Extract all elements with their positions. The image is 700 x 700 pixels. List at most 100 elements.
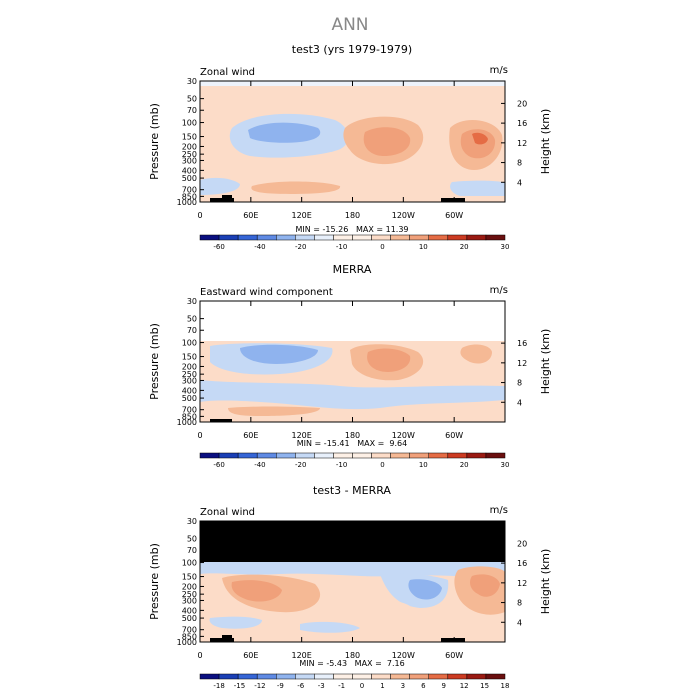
colorbar-segment	[218, 234, 239, 241]
contour-neg-light	[200, 177, 240, 195]
height-tick-label: 16	[517, 559, 527, 568]
contour-pos	[251, 181, 341, 194]
colorbar-label: -18	[213, 682, 224, 690]
y-axis-label-right: Height (km)	[539, 109, 552, 175]
colorbar-segment	[447, 452, 468, 459]
y-tick-label: 500	[182, 394, 197, 403]
colorbar-label: 30	[501, 461, 510, 469]
colorbar-label: -9	[277, 682, 284, 690]
contour-neg	[248, 122, 321, 143]
colorbar-segment	[237, 234, 258, 241]
contour-pos	[460, 344, 492, 364]
colorbar-segment	[485, 673, 506, 680]
contour-neg-light	[200, 562, 505, 577]
colorbar-segment	[256, 452, 277, 459]
y-tick-label: 150	[182, 133, 197, 142]
topography-mask	[441, 638, 465, 642]
x-tick-label: 120E	[292, 431, 312, 440]
y-axis-label-right: Height (km)	[539, 549, 552, 615]
panel-corner-right: m/s	[490, 505, 508, 516]
y-tick-label: 250	[182, 150, 197, 159]
colorbar-label: -6	[297, 682, 305, 690]
colorbar-segment	[409, 452, 429, 459]
contour-pos	[228, 406, 320, 416]
contour-pos-strong	[363, 127, 411, 156]
colorbar-segment	[237, 673, 258, 680]
colorbar-segment	[409, 234, 429, 241]
colorbar-segment	[390, 452, 410, 459]
panel-corner-left: Zonal wind	[200, 507, 255, 518]
stats-line: MIN = -5.43 MAX = 7.16	[299, 659, 404, 668]
contour-field	[200, 521, 505, 642]
y-tick-label: 850	[182, 412, 197, 421]
y-tick-label: 70	[187, 546, 197, 555]
y-tick-label: 100	[182, 559, 197, 568]
topography-mask	[441, 198, 465, 202]
topography-mask	[222, 635, 232, 642]
colorbar-segment	[466, 673, 487, 680]
colorbar-segment	[333, 673, 353, 680]
colorbar-segment	[218, 452, 239, 459]
height-tick-label: 16	[517, 119, 527, 128]
height-tick-label: 8	[517, 379, 522, 388]
y-tick-label: 70	[187, 106, 197, 115]
colorbar-segment	[352, 234, 372, 241]
colorbar-segment	[428, 452, 449, 459]
colorbar-label: -40	[254, 461, 265, 469]
colorbar-segment	[371, 234, 391, 241]
colorbar-label: 15	[480, 682, 489, 690]
contour-neg	[240, 344, 318, 364]
y-axis-label: Pressure (mb)	[148, 323, 161, 400]
height-tick-label: 8	[517, 599, 522, 608]
colorbar-label: -3	[318, 682, 325, 690]
colorbar-segment	[485, 234, 506, 241]
colorbar-label: 9	[441, 682, 445, 690]
colorbar-label: 10	[419, 243, 428, 251]
colorbar-segment	[199, 452, 220, 459]
height-tick-label: 12	[517, 359, 527, 368]
y-tick-label: 100	[182, 119, 197, 128]
colorbar-segment	[256, 234, 277, 241]
colorbar-label: 20	[460, 243, 469, 251]
colorbar-segment	[428, 234, 449, 241]
height-tick-label: 20	[517, 99, 527, 108]
panel-title: MERRA	[333, 263, 372, 276]
y-tick-label: 30	[187, 77, 197, 86]
x-tick-label: 60E	[243, 431, 258, 440]
colorbar-label: -15	[234, 682, 245, 690]
y-tick-label: 500	[182, 174, 197, 183]
colorbar-label: -12	[254, 682, 265, 690]
y-tick-label: 30	[187, 297, 197, 306]
contour-field	[200, 81, 505, 202]
colorbar-segment	[371, 452, 391, 459]
axes-panel-merra: 0 60E 120E 180 120W 60W3050701001502002503004…	[148, 297, 552, 440]
y-tick-label: 850	[182, 632, 197, 641]
x-tick-label: 60W	[445, 431, 463, 440]
x-tick-label: 0	[197, 431, 202, 440]
colorbar-segment	[199, 234, 220, 241]
x-tick-label: 120W	[392, 651, 415, 660]
contour-neg-light	[200, 380, 505, 410]
height-tick-label: 12	[517, 139, 527, 148]
colorbar-segment	[428, 673, 449, 680]
x-tick-label: 180	[345, 211, 360, 220]
colorbar-segment	[447, 234, 468, 241]
colorbar-label: -60	[213, 243, 224, 251]
x-tick-label: 60E	[243, 651, 258, 660]
colorbar-segment	[466, 234, 487, 241]
contour-pos-strong	[470, 574, 500, 597]
x-tick-label: 180	[345, 651, 360, 660]
axes-panel-test3: 0 60E 120E 180 120W 60W3050701001502002503004…	[148, 77, 552, 220]
panel-merra: MERRA Eastward wind component m/s 0 60E 12…	[148, 263, 552, 469]
x-tick-label: 0	[197, 651, 202, 660]
contour-neg-light	[209, 616, 262, 629]
panel-test3: test3 (yrs 1979-1979) Zonal wind m/s	[148, 43, 552, 251]
colorbar-segment	[199, 673, 220, 680]
colorbar-segment	[276, 452, 296, 459]
panel-title: test3 (yrs 1979-1979)	[292, 43, 412, 56]
y-axis-label: Pressure (mb)	[148, 103, 161, 180]
y-tick-label: 850	[182, 192, 197, 201]
x-tick-label: 60W	[445, 651, 463, 660]
x-tick-label: 60E	[243, 211, 258, 220]
